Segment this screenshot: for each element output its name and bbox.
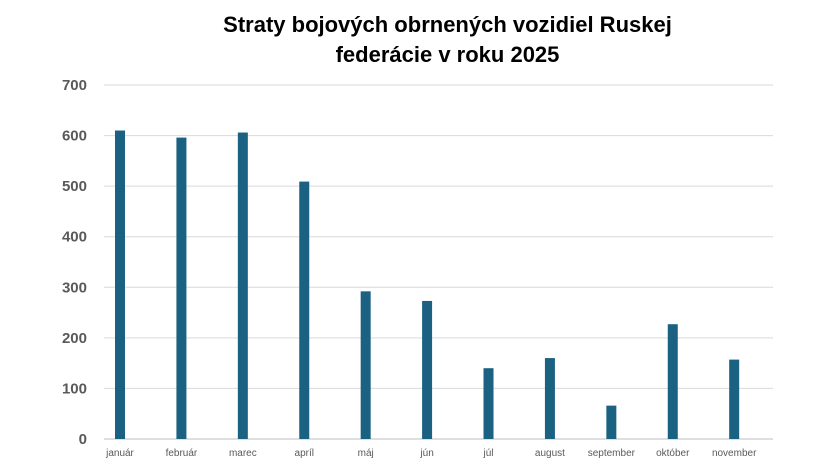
y-tick-label: 0: [79, 431, 87, 448]
bar: [176, 137, 187, 439]
y-tick-label: 700: [62, 77, 87, 94]
y-tick-label: 400: [62, 229, 87, 246]
bar: [422, 300, 433, 439]
x-tick-label: máj: [358, 448, 374, 459]
bar: [729, 359, 740, 439]
x-tick-label: august: [535, 448, 565, 459]
x-tick-label: marec: [229, 448, 257, 459]
x-tick-label: apríl: [295, 448, 314, 459]
bar: [237, 132, 248, 439]
y-tick-label: 200: [62, 330, 87, 347]
x-tick-label: október: [656, 448, 690, 459]
y-tick-label: 600: [62, 128, 87, 145]
y-tick-label: 500: [62, 178, 87, 195]
chart-title-line-2: federácie v roku 2025: [335, 42, 560, 67]
bar: [299, 181, 310, 439]
y-tick-label: 100: [62, 380, 87, 397]
x-tick-label: november: [712, 448, 757, 459]
chart-title: Straty bojových obrnených vozidiel Ruske…: [0, 10, 825, 70]
x-tick-label: január: [105, 448, 134, 459]
x-tick-label: február: [166, 448, 198, 459]
bar: [360, 291, 371, 439]
y-tick-label: 300: [62, 279, 87, 296]
bar: [483, 368, 494, 439]
bar: [544, 358, 555, 439]
bar: [606, 405, 617, 439]
x-tick-label: jún: [419, 448, 433, 459]
x-tick-label: september: [588, 448, 636, 459]
bar: [115, 130, 125, 439]
bar: [667, 324, 678, 439]
chart-title-line-1: Straty bojových obrnených vozidiel Ruske…: [223, 12, 672, 37]
x-tick-label: júl: [483, 448, 494, 459]
